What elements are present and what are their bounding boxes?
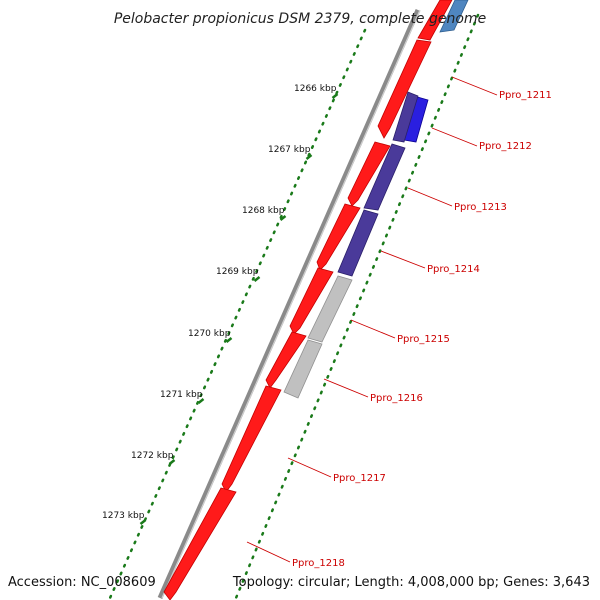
- gene-label[interactable]: Ppro_1214: [427, 264, 480, 275]
- gene-label[interactable]: Ppro_1212: [479, 141, 532, 152]
- forward-gene-arrow: [221, 385, 282, 493]
- reverse-gene-grey: [307, 275, 353, 343]
- tick-mark: [168, 459, 176, 465]
- forward-genes: [163, 0, 453, 600]
- tick-mark: [225, 337, 233, 343]
- gene-label-leader: [287, 457, 332, 478]
- gene-label-leader: [451, 76, 498, 96]
- forward-gene-arrow: [163, 487, 237, 600]
- forward-gene-arrow: [289, 267, 334, 335]
- tick-mark: [139, 519, 147, 525]
- tick-mark: [305, 154, 313, 160]
- forward-gene-arrow: [347, 141, 391, 207]
- tick-mark: [279, 215, 287, 221]
- forward-gene-arrow: [265, 331, 307, 389]
- gene-label-leader: [380, 250, 426, 269]
- tick-label: 1270 kbp: [188, 329, 231, 339]
- gene-label-leader: [246, 541, 291, 563]
- gene-labels: Ppro_1211 Ppro_1212 Ppro_1213 Ppro_1214 Ppro…: [246, 76, 552, 569]
- map-title: Pelobacter propionicus DSM 2379, complet…: [114, 11, 486, 27]
- accession-text: Accession: NC_008609: [8, 575, 156, 590]
- gene-label-leader: [323, 378, 369, 398]
- tick-label: 1269 kbp: [216, 267, 259, 277]
- gene-label[interactable]: Ppro_1216: [370, 393, 423, 404]
- gene-label-leader: [431, 127, 478, 147]
- tick-label: 1268 kbp: [242, 206, 285, 216]
- reverse-genes: [283, 0, 469, 399]
- forward-gene-arrow: [377, 39, 432, 139]
- tick-label: 1267 kbp: [268, 145, 311, 155]
- gene-label[interactable]: Ppro_1213: [454, 202, 507, 213]
- gene-label[interactable]: Ppro_1218: [292, 558, 345, 569]
- genome-backbone-highlight: [161, 9, 421, 599]
- genome-backbone: [157, 8, 421, 600]
- tick-label: 1266 kbp: [294, 84, 337, 94]
- tick-mark: [331, 93, 339, 99]
- tick-mark: [253, 276, 261, 282]
- tick-label: 1271 kbp: [160, 390, 203, 400]
- topology-stats: Topology: circular; Length: 4,008,000 bp…: [232, 575, 590, 590]
- gene-label-leader: [350, 319, 396, 339]
- tick-mark: [197, 398, 205, 404]
- gene-label[interactable]: Ppro_1217: [333, 473, 386, 484]
- gene-label[interactable]: Ppro_1211: [499, 90, 552, 101]
- tick-label: 1272 kbp: [131, 451, 174, 461]
- gene-label[interactable]: Ppro_1215: [397, 334, 450, 345]
- reverse-gene-indigo: [392, 91, 419, 143]
- outer-dotted-track: [108, 28, 367, 600]
- reverse-gene-grey: [283, 339, 323, 399]
- tick-marks: 1266 kbp 1267 kbp 1268 kbp 1269 kbp 1270 kbp…: [102, 84, 339, 525]
- reverse-gene-steel: [439, 0, 469, 33]
- reverse-gene-indigo: [363, 143, 406, 211]
- tick-label: 1273 kbp: [102, 511, 145, 521]
- reverse-gene-indigo: [337, 209, 379, 277]
- gene-label-leader: [407, 187, 453, 207]
- forward-gene-arrow: [417, 0, 453, 41]
- inner-dotted-track: [234, 13, 480, 600]
- forward-gene-arrow: [316, 203, 361, 271]
